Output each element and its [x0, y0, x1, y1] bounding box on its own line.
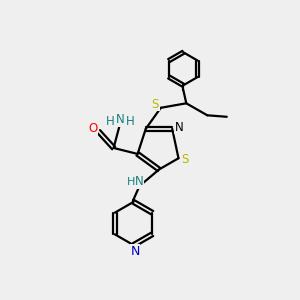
Text: H: H: [126, 116, 135, 128]
Text: H: H: [127, 177, 135, 188]
Text: S: S: [152, 98, 159, 111]
Text: H: H: [106, 116, 114, 128]
Text: O: O: [88, 122, 97, 135]
Text: N: N: [130, 244, 140, 258]
Text: N: N: [175, 121, 183, 134]
Text: N: N: [135, 175, 144, 188]
Text: N: N: [116, 113, 124, 126]
Text: S: S: [182, 153, 189, 166]
